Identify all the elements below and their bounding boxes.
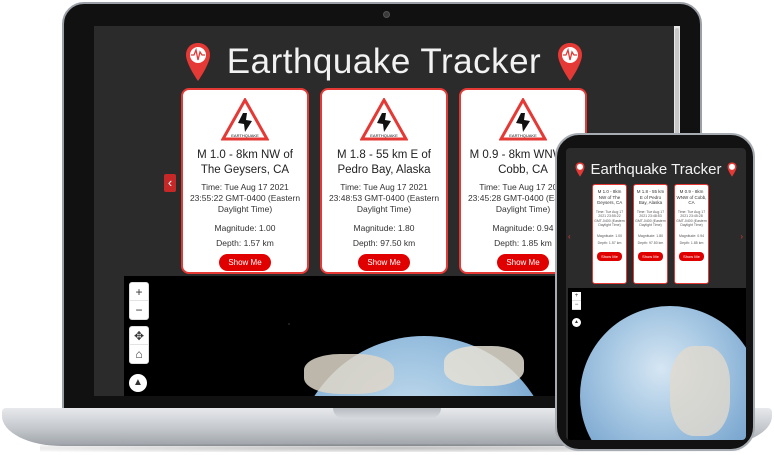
earthquake-warning-icon: EARTHQUAKE — [360, 98, 408, 141]
earthquake-time: Time: Tue Aug 17 2021 23:55:22 GMT-0400 … — [189, 182, 301, 214]
location-pin-icon — [558, 43, 583, 81]
camera-icon — [383, 11, 390, 18]
earthquake-depth: Depth: 97.50 km — [352, 238, 416, 248]
earthquake-card: M 1.0 - 8km NW of The Geysers, CA Time: … — [592, 184, 627, 284]
earthquake-card: M 0.9 - 8km WNW of Cobb, CA Time: Tue Au… — [674, 184, 709, 284]
earthquake-title: M 0.9 - 8km WNW of Cobb, CA — [469, 149, 577, 176]
earthquake-title: M 1.0 - 8km NW of The Geysers, CA — [197, 149, 293, 176]
earthquake-magnitude: Magnitude: 1.00 — [214, 223, 276, 233]
earthquake-depth: Depth: 1.85 km — [494, 238, 552, 248]
chevron-left-icon[interactable]: ‹ — [568, 232, 571, 241]
earthquake-card: EARTHQUAKE M 1.0 - 8km NW of The Geysers… — [181, 88, 309, 274]
landmass — [670, 346, 730, 436]
earthquake-depth: Depth: 1.57 km — [597, 240, 622, 245]
earthquake-card: EARTHQUAKE M 1.8 - 55 km E of Pedro Bay,… — [320, 88, 448, 274]
zoom-in-button[interactable]: + — [572, 292, 581, 301]
earthquake-magnitude: Magnitude: 1.00 — [596, 233, 623, 238]
earthquake-magnitude: Magnitude: 1.80 — [637, 233, 664, 238]
earthquake-depth: Depth: 1.85 km — [679, 240, 704, 245]
pan-icon[interactable]: ✥ — [130, 327, 148, 345]
laptop-screen: Earthquake Tracker ‹ EARTHQUAKE M 1.0 - … — [94, 26, 680, 396]
chevron-right-icon[interactable]: › — [740, 232, 743, 241]
earthquake-time: Time: Tue Aug 17 2021 23:55:22 GMT-0400 … — [594, 209, 625, 228]
compass-icon[interactable]: ▲ — [129, 374, 147, 392]
earthquake-magnitude: Magnitude: 0.94 — [492, 223, 554, 233]
map-controls: + − ▲ — [572, 292, 581, 327]
earthquake-title: M 1.0 - 8km NW of The Geysers, CA — [596, 189, 623, 205]
earthquake-depth: Depth: 1.57 km — [216, 238, 274, 248]
location-pin-icon — [185, 43, 210, 81]
earthquake-time: Time: Tue Aug 17 2021 23:45:28 GMT-0400 … — [467, 182, 579, 214]
svg-text:EARTHQUAKE: EARTHQUAKE — [509, 133, 537, 138]
location-pin-icon — [727, 161, 737, 177]
earthquake-warning-icon: EARTHQUAKE — [499, 98, 547, 141]
globe[interactable] — [580, 306, 746, 440]
zoom-out-button[interactable]: − — [572, 301, 581, 310]
laptop-notch — [333, 408, 441, 418]
zoom-out-button[interactable]: − — [135, 303, 143, 317]
show-me-button[interactable]: Show Me — [638, 251, 663, 261]
earthquake-magnitude: Magnitude: 0.94 — [678, 233, 705, 238]
earthquake-time: Time: Tue Aug 17 2021 23:45:28 GMT-0400 … — [676, 209, 707, 228]
zoom-controls: + − — [129, 282, 149, 320]
page-title: Earthquake Tracker — [226, 42, 542, 81]
earthquake-warning-icon: EARTHQUAKE — [221, 98, 269, 141]
home-icon[interactable]: ⌂ — [135, 347, 143, 361]
earthquake-title: M 1.8 - 55 km E of Pedro Bay, Alaska — [636, 189, 665, 205]
landmass — [444, 346, 524, 386]
landmass — [304, 354, 394, 394]
zoom-in-button[interactable]: + — [130, 283, 148, 301]
show-me-button[interactable]: Show Me — [358, 254, 410, 271]
earthquake-title: M 1.8 - 55 km E of Pedro Bay, Alaska — [337, 149, 431, 176]
show-me-button[interactable]: Show Me — [597, 251, 622, 261]
globe[interactable] — [294, 336, 554, 396]
svg-text:EARTHQUAKE: EARTHQUAKE — [231, 133, 259, 138]
earthquake-depth: Depth: 97.50 km — [637, 240, 664, 245]
page-title: Earthquake Tracker — [590, 160, 722, 178]
app-header: Earthquake Tracker — [94, 32, 674, 92]
earthquake-time: Time: Tue Aug 17 2021 23:48:53 GMT-0400 … — [328, 182, 440, 214]
earthquake-magnitude: Magnitude: 1.80 — [353, 223, 415, 233]
carousel-prev-button[interactable]: ‹ — [164, 174, 176, 192]
earthquake-card: M 1.8 - 55 km E of Pedro Bay, Alaska Tim… — [633, 184, 668, 284]
laptop-shadow — [40, 444, 740, 452]
phone-screen: Earthquake Tracker ‹ › M 1.0 - 8km NW of… — [566, 148, 746, 440]
navigation-controls: ✥ ⌂ — [129, 326, 149, 364]
show-me-button[interactable]: Show Me — [679, 251, 704, 261]
show-me-button[interactable]: Show Me — [497, 254, 549, 271]
earthquake-time: Time: Tue Aug 17 2021 23:48:53 GMT-0400 … — [635, 209, 666, 228]
map-controls: + − ✥ ⌂ ▲ — [129, 282, 149, 392]
show-me-button[interactable]: Show Me — [219, 254, 271, 271]
globe-map[interactable]: + − ▲ — [568, 288, 746, 440]
compass-icon[interactable]: ▲ — [572, 318, 581, 327]
location-pin-icon — [575, 161, 585, 177]
app-header: Earthquake Tracker — [566, 154, 746, 184]
earthquake-title: M 0.9 - 8km WNW of Cobb, CA — [676, 189, 707, 205]
svg-text:EARTHQUAKE: EARTHQUAKE — [370, 133, 398, 138]
